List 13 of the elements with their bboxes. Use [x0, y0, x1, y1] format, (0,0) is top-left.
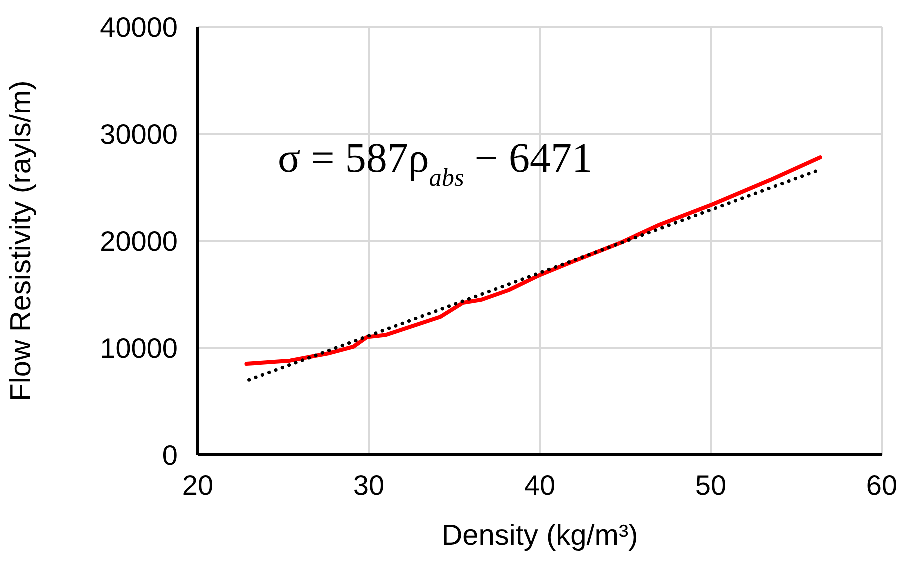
x-tick-label: 60 — [866, 470, 898, 501]
x-tick-label: 20 — [182, 470, 214, 501]
x-tick-label: 50 — [695, 470, 727, 501]
y-tick-label: 40000 — [100, 12, 178, 43]
x-tick-label: 40 — [524, 470, 556, 501]
y-axis-title: Flow Resistivity (rayls/m) — [5, 80, 38, 402]
y-tick-label: 30000 — [100, 118, 178, 150]
y-tick-label: 0 — [162, 440, 178, 471]
y-tick-label: 10000 — [100, 332, 178, 364]
annotation: σ = 587ρ$_{abs}$ − 6471 — [278, 136, 593, 192]
x-tick-label: 30 — [353, 470, 385, 501]
x-axis-title: Density (kg/m³) — [442, 520, 638, 552]
y-tick-label: 20000 — [100, 226, 178, 257]
